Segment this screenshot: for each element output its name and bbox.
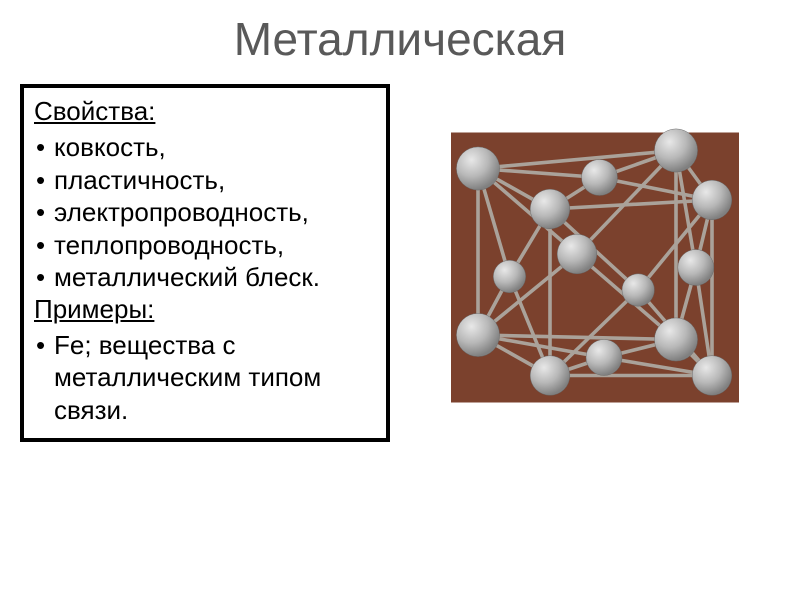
lattice-diagram [415, 98, 775, 428]
page-title: Металлическая [0, 0, 800, 74]
property-item: электропроводность, [36, 196, 378, 229]
property-item: ковкость, [36, 131, 378, 164]
example-item: Fe; вещества с металлическим типом связи… [36, 329, 378, 427]
properties-list: ковкость,пластичность, электропроводност… [32, 131, 378, 294]
properties-heading: Свойства: [34, 96, 378, 127]
lattice-panel [410, 84, 780, 442]
content-area: Свойства: ковкость,пластичность, электро… [0, 74, 800, 452]
examples-heading: Примеры: [34, 294, 378, 325]
examples-list: Fe; вещества с металлическим типом связи… [32, 329, 378, 427]
properties-panel: Свойства: ковкость,пластичность, электро… [20, 84, 390, 442]
property-item: пластичность, [36, 164, 378, 197]
property-item: теплопроводность, [36, 229, 378, 262]
property-item: металлический блеск. [36, 261, 378, 294]
